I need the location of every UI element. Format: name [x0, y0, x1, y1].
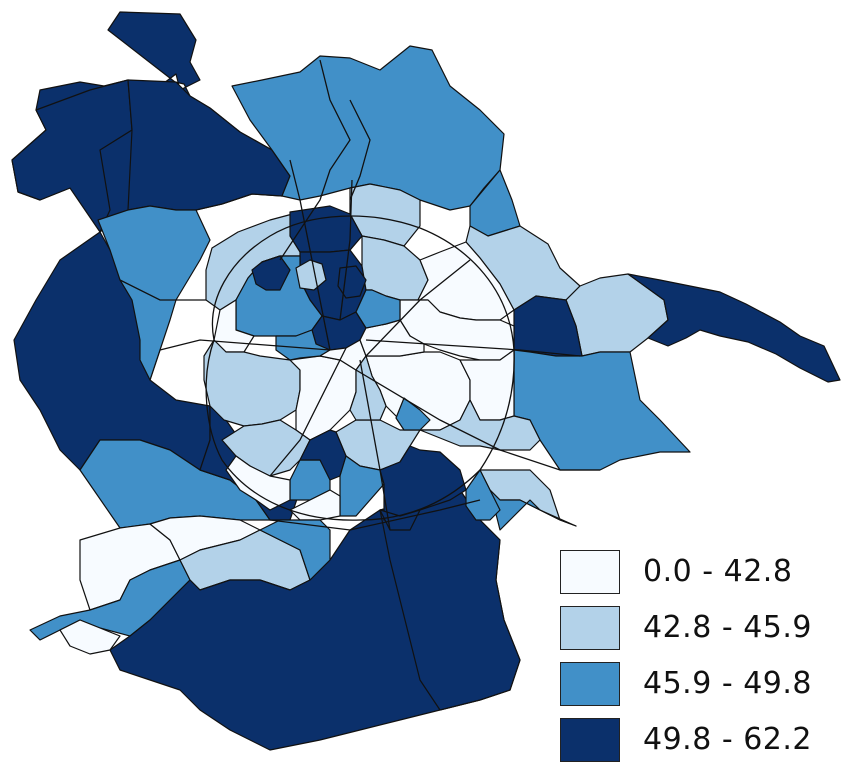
district-region-class-4: [627, 273, 841, 383]
boundary-line: [159, 339, 331, 351]
district-region-class-3: [395, 397, 431, 431]
district-region-class-3: [355, 289, 401, 329]
district-region-class-3: [489, 489, 577, 531]
district-region-class-2: [419, 399, 541, 451]
boundary-line: [365, 259, 471, 357]
legend-label-class-2: 42.8 - 45.9: [643, 610, 812, 645]
map-regions: [11, 11, 841, 751]
boundary-line: [279, 59, 351, 261]
legend-swatch-class-1: [560, 550, 620, 594]
legend-label-class-1: 0.0 - 42.8: [643, 554, 793, 589]
legend-swatch-class-4: [560, 718, 620, 762]
district-region-class-1: [59, 619, 121, 655]
legend-label-class-4: 49.8 - 62.2: [643, 722, 812, 757]
district-region-class-4: [337, 265, 367, 299]
district-region-class-3: [339, 455, 385, 517]
legend-swatch-class-3: [560, 662, 620, 706]
district-region-class-3: [259, 519, 331, 581]
boundary-line: [269, 499, 481, 531]
district-region-class-3: [275, 329, 331, 361]
district-region-class-3: [513, 349, 691, 471]
district-region-class-1: [289, 489, 341, 521]
district-region-class-1: [225, 455, 291, 511]
boundary-line: [499, 449, 600, 471]
district-region-class-2: [295, 259, 327, 291]
boundary-line: [359, 359, 391, 531]
legend-swatch-class-2: [560, 606, 620, 650]
district-region-class-4: [251, 255, 291, 291]
boundary-line: [205, 215, 515, 521]
district-region-class-3: [97, 205, 211, 381]
boundary-line: [355, 369, 501, 451]
boundary-line: [349, 99, 371, 201]
legend-label-class-3: 45.9 - 49.8: [643, 666, 812, 701]
boundary-line: [269, 347, 347, 477]
district-region-class-4: [379, 509, 421, 531]
district-region-class-4: [379, 445, 467, 521]
district-boundaries: [119, 59, 600, 531]
boundary-line: [339, 179, 353, 321]
district-region-class-3: [465, 469, 501, 521]
boundary-line: [365, 339, 581, 357]
boundary-line: [119, 279, 206, 301]
boundary-line: [289, 159, 331, 351]
